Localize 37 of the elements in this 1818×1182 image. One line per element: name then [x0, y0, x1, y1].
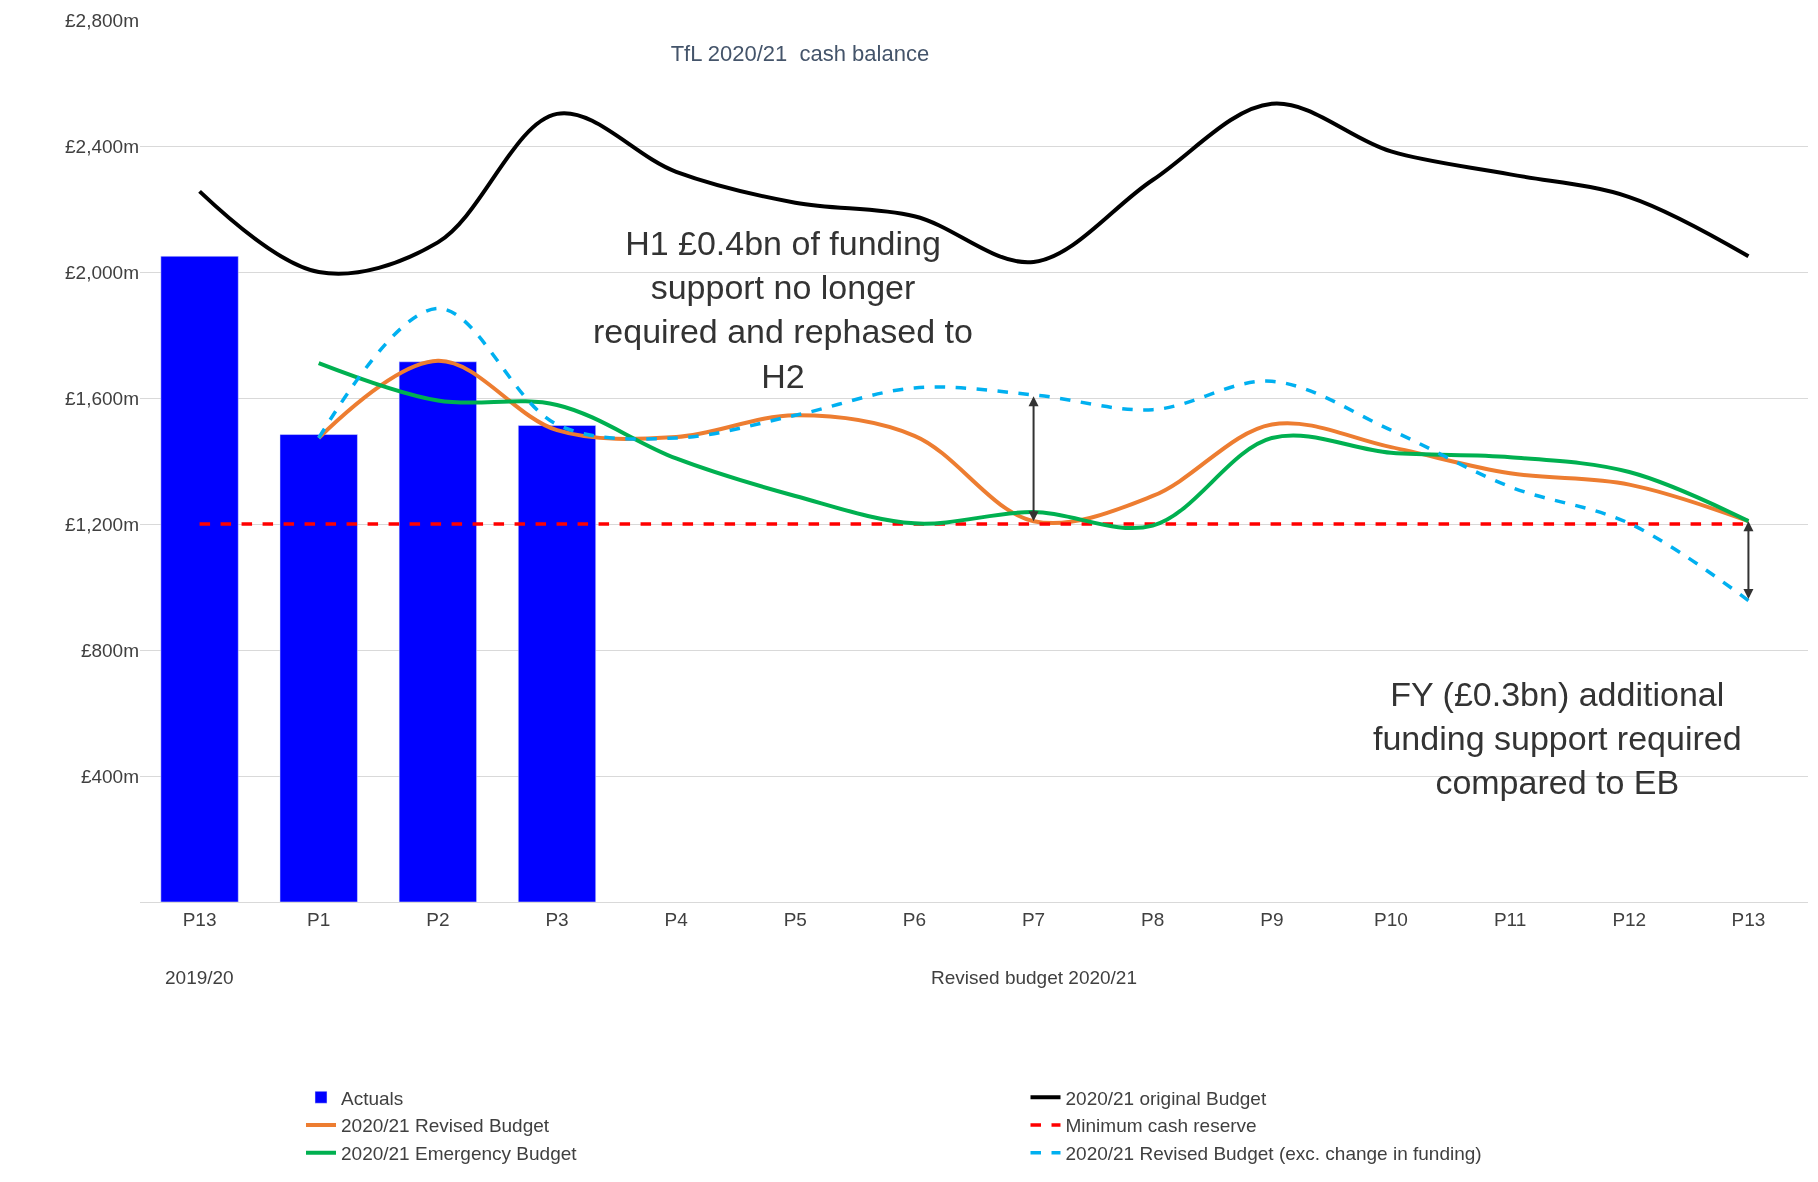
bar	[160, 256, 239, 902]
bar	[279, 434, 358, 902]
legend-label: 2020/21 original Budget	[1065, 1087, 1267, 1109]
legend-label: Actuals	[341, 1087, 404, 1109]
text: TfL 2020/21 cash balance	[670, 40, 930, 66]
x-tick-label: P11	[1493, 908, 1527, 930]
legend-label: 2020/21 Emergency Budget	[341, 1143, 578, 1165]
x-tick-label: P12	[1612, 908, 1647, 930]
x-tick-label: P7	[1021, 908, 1046, 930]
annotation: H1 £0.4bn of funding support no longer required and rephased to H2	[593, 224, 973, 395]
legend-label: Minimum cash reserve	[1065, 1115, 1257, 1137]
y-tick-label: £800m	[80, 639, 139, 661]
bar	[398, 361, 477, 902]
x-tick-label: P5	[783, 908, 807, 930]
y-tick-label: £2,400m	[65, 135, 139, 157]
line-series	[197, 101, 1751, 276]
x-tick-label: P8	[1141, 908, 1165, 930]
annotation: FY (£0.3bn) additional funding support required compared to EB	[1373, 675, 1742, 802]
text: 2019/20	[165, 967, 234, 988]
x-tick-label: P3	[545, 908, 569, 930]
bar	[518, 425, 596, 902]
x-tick-label: P10	[1374, 908, 1408, 930]
x-tick-label: P6	[902, 908, 927, 930]
x-tick-label: P2	[426, 908, 450, 930]
legend-label: 2020/21 Revised Budget (exc. change in funding)	[1065, 1143, 1482, 1165]
y-tick-label: £1,200m	[65, 513, 139, 535]
text: Revised budget 2020/21	[931, 967, 1137, 988]
x-tick-label: P13	[1731, 908, 1766, 930]
y-tick-label: £2,800m	[65, 9, 139, 31]
y-tick-label: £400m	[80, 765, 139, 787]
x-tick-label: P13	[182, 908, 217, 930]
x-tick-label: P9	[1260, 908, 1284, 930]
x-tick-label: P4	[664, 908, 689, 930]
y-tick-label: £2,000m	[65, 261, 139, 283]
legend-label: 2020/21 Revised Budget	[341, 1115, 550, 1137]
y-tick-label: £1,600m	[65, 387, 139, 409]
x-tick-label: P1	[307, 908, 331, 930]
